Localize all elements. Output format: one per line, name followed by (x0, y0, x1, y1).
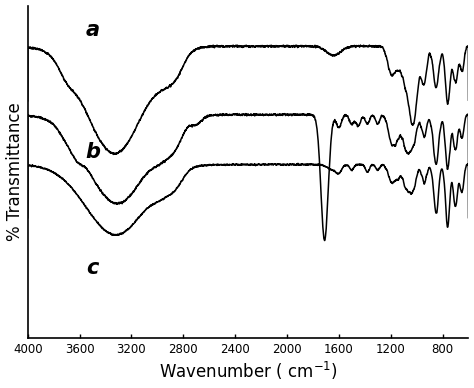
Text: c: c (86, 258, 99, 278)
Y-axis label: % Transmittance: % Transmittance (6, 102, 24, 241)
Text: a: a (85, 19, 100, 40)
Text: b: b (85, 142, 100, 161)
X-axis label: Wavenumber ( cm$^{-1}$): Wavenumber ( cm$^{-1}$) (159, 360, 337, 383)
